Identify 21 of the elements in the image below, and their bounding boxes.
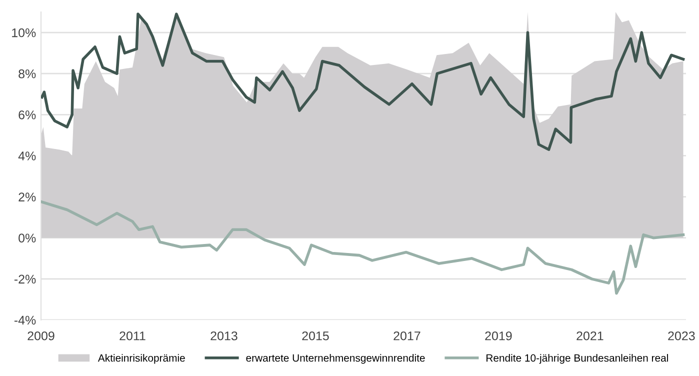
x-tick-label: 2017 <box>394 331 420 340</box>
x-tick-label: 2013 <box>210 331 238 340</box>
y-tick-label: 10% <box>12 28 36 38</box>
x-tick-label: 2011 <box>120 331 146 340</box>
line-series <box>41 200 685 295</box>
y-tick-label: 0% <box>18 234 36 243</box>
x-tick-label: 2009 <box>28 331 54 340</box>
x-tick-label: 2015 <box>302 331 329 340</box>
legend-label: Rendite 10-jährige Bundesanleihen real <box>486 354 668 364</box>
y-tick-label: -4% <box>14 316 36 325</box>
x-tick-label: 2019 <box>485 331 512 340</box>
y-tick-label: 8% <box>18 69 36 78</box>
x-tick-label: 2023 <box>668 331 695 340</box>
line-series <box>41 12 685 151</box>
x-tick-label: 2021 <box>576 331 604 340</box>
y-tick-label: 2% <box>18 192 36 202</box>
legend-label: erwartete Unternehmensgewinnrendite <box>246 354 425 364</box>
legend-label: Aktieinrisikoprämie <box>98 354 185 364</box>
y-tick-label: 4% <box>18 152 36 160</box>
y-tick-label: 6% <box>18 110 36 120</box>
y-tick-label: -2% <box>14 274 36 284</box>
